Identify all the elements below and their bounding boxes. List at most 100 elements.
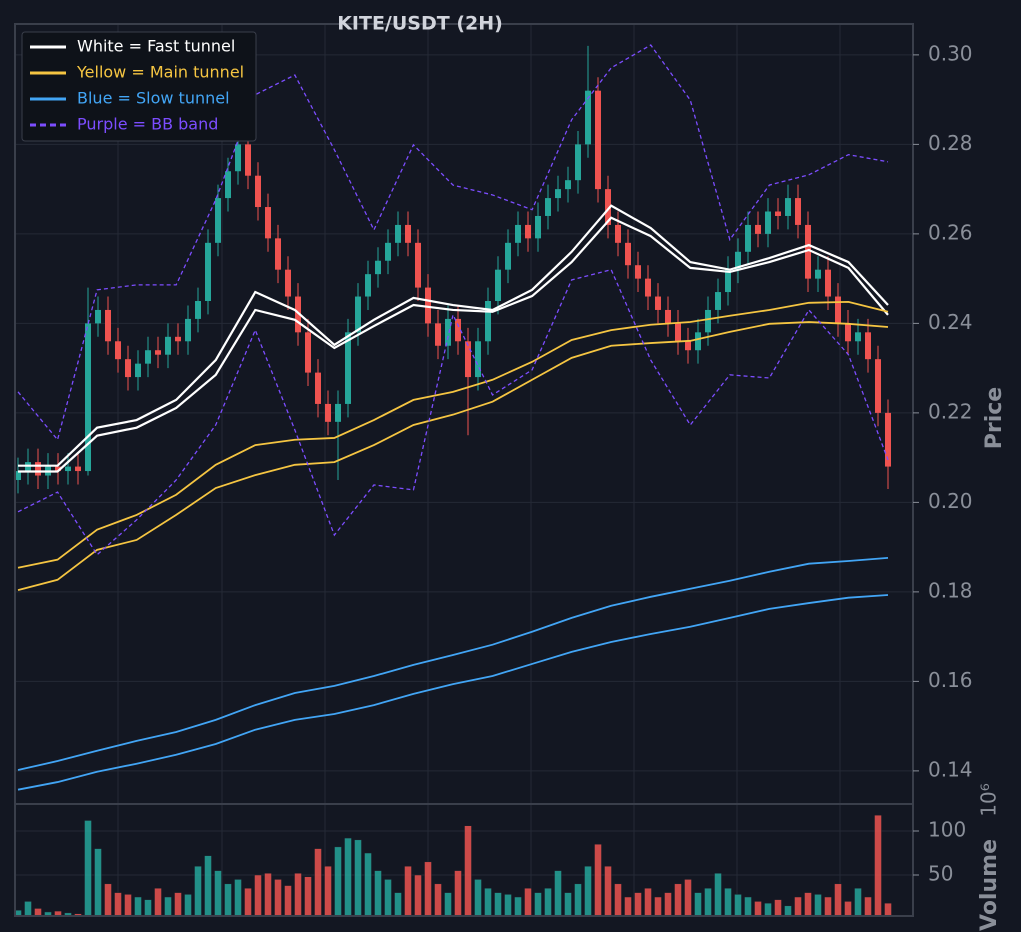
volume-bar (564, 892, 572, 917)
volume-bar (834, 883, 842, 917)
candle-body (275, 238, 281, 270)
volume-bar (394, 892, 402, 917)
candle-body (575, 144, 581, 181)
volume-bar (374, 870, 382, 917)
candle-body (205, 242, 211, 302)
candle-body (375, 260, 381, 275)
volume-bar (464, 825, 472, 917)
candle-body (755, 224, 761, 234)
volume-bar (634, 892, 642, 917)
volume-bar (504, 894, 512, 917)
legend-label: Purple = BB band (77, 115, 218, 134)
volume-bar (514, 896, 522, 917)
candle-body (545, 198, 551, 216)
candle-body (845, 323, 851, 342)
volume-bar (644, 887, 652, 917)
candle-body (185, 318, 191, 342)
tunnel-line (18, 216, 889, 473)
candle-body (765, 211, 771, 234)
candle-body (305, 332, 311, 373)
volume-bar (614, 883, 622, 917)
volume-bar (654, 896, 662, 917)
candle-body (95, 309, 101, 324)
tunnel-line (17, 321, 889, 591)
tunnel-line (17, 44, 889, 442)
volume-bar (724, 887, 732, 917)
volume-bar (474, 879, 482, 917)
candle-body (15, 471, 21, 481)
volume-bar (284, 885, 292, 917)
candle-body (865, 332, 871, 360)
candle-body (435, 323, 441, 346)
volume-bar (254, 874, 262, 917)
volume-bar (624, 896, 632, 917)
volume-bar (164, 896, 172, 917)
candle-body (885, 412, 891, 467)
candle-body (605, 189, 611, 225)
candle-body (625, 242, 631, 266)
volume-bar (824, 896, 832, 917)
volume-bar (124, 894, 132, 917)
legend-label: Yellow = Main tunnel (76, 63, 244, 82)
y-tick-label: 0.14 (928, 757, 973, 781)
volume-bar (404, 865, 412, 917)
candle-body (535, 215, 541, 239)
y-tick-label: 0.26 (928, 220, 973, 244)
candle-body (415, 242, 421, 288)
candle-body (485, 301, 491, 342)
candle-body (615, 224, 621, 243)
candle-body (145, 350, 151, 364)
y-tick-label: 100 (928, 818, 966, 842)
candle-body (505, 242, 511, 270)
volume-bar (554, 870, 562, 917)
candle-body (585, 90, 591, 145)
volume-bar (304, 876, 312, 917)
candle-body (235, 144, 241, 172)
candle-body (645, 278, 651, 297)
candle-body (225, 171, 231, 199)
volume-bar (344, 837, 352, 917)
volume-bar (204, 855, 212, 917)
candle-body (565, 180, 571, 190)
volume-bar (594, 843, 602, 917)
candle-body (265, 207, 271, 239)
tunnel-line (17, 556, 889, 771)
volume-bar (424, 861, 432, 917)
volume-bar (584, 865, 592, 917)
candle-body (595, 90, 601, 190)
y-tick-label: 0.18 (928, 578, 973, 602)
volume-bar (494, 892, 502, 917)
candle-body (175, 336, 181, 342)
tunnel-line (17, 300, 889, 569)
volume-bar (874, 814, 882, 917)
volume-bar (704, 887, 712, 917)
candle-body (685, 341, 691, 351)
volume-bar (454, 870, 462, 917)
volume-bar (244, 887, 252, 917)
candle-body (655, 296, 661, 310)
legend: White = Fast tunnel Yellow = Main tunnel B… (21, 31, 257, 142)
candle-body (405, 224, 411, 243)
candle-body (705, 309, 711, 333)
y-tick-label: 50 (928, 862, 953, 886)
candle-body (245, 144, 251, 176)
y-tick-label: 0.16 (928, 668, 973, 692)
volume-bar (804, 892, 812, 917)
volume-bar (174, 892, 182, 917)
candle-body (115, 341, 121, 360)
volume-bar (224, 883, 232, 917)
candle-body (455, 318, 461, 342)
y-tick-label: 0.24 (928, 310, 973, 334)
volume-bar (214, 870, 222, 917)
legend-label: Blue = Slow tunnel (77, 89, 230, 108)
plot-layer (14, 44, 913, 917)
volume-bar (744, 896, 752, 917)
volume-bar (524, 887, 532, 917)
candle-body (85, 323, 91, 472)
volume-bar (734, 894, 742, 917)
candle-body (665, 309, 671, 324)
volume-bar (684, 879, 692, 917)
candle-body (495, 269, 501, 302)
candle-body (295, 296, 301, 333)
